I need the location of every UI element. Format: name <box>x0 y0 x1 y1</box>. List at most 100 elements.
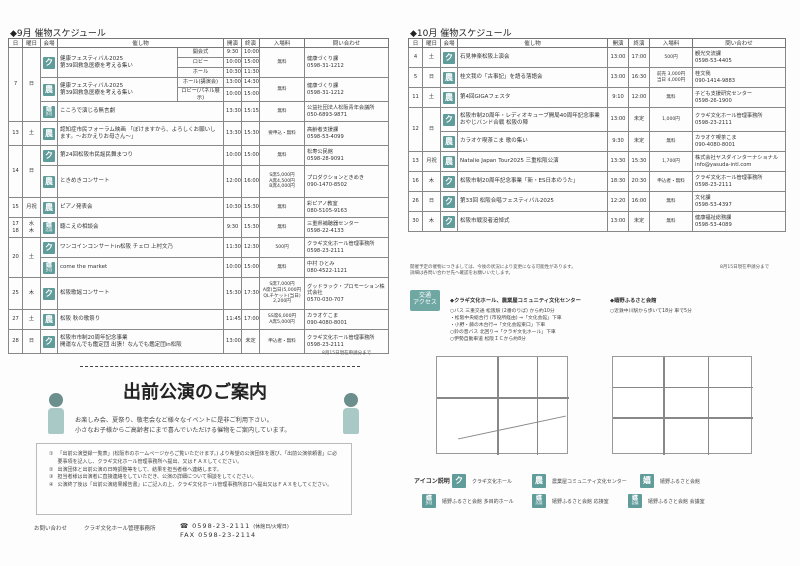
header-dow: 曜日 <box>422 38 441 48</box>
dow-cell: 日 <box>422 191 441 212</box>
part-name: ホール(講演会) <box>176 77 225 88</box>
day-cell: 7 <box>8 47 23 122</box>
contact-cell: 文化課 0598-53-4397 <box>692 191 786 212</box>
event-title: 第33回 松阪合唱フェスティバル2025 <box>456 191 609 212</box>
start-time: 10:00 <box>223 87 243 102</box>
venue-cell: ク <box>440 171 458 192</box>
part-name: ロビー <box>176 57 225 68</box>
legend-label: 嬉野ふるさと会館 会議室 <box>648 498 705 505</box>
contact-cell: 桂文我 090-1414-9883 <box>692 67 786 88</box>
end-time: 20:30 <box>628 171 651 192</box>
header-venue: 会場 <box>440 38 458 48</box>
table-row: 嬉多目 come the market 10:00 15:00 無料 中村 ひとみ 080… <box>9 257 389 278</box>
step-text: 担当者様は出演者に直接連絡をしていただき、公演の詳細について相談をしてください。 <box>57 474 257 481</box>
dow-cell: 日 <box>422 67 441 88</box>
venue-icon-char: 農 <box>45 202 53 212</box>
map-ureshino <box>612 356 753 455</box>
day-cell: 28 <box>8 329 23 354</box>
table-row: 13 土農認知症市民フォーラム映画 「ぼけますから、よろしくお願いします。～おかえ… <box>8 121 389 146</box>
event-title: 聴こえの相談会 <box>56 217 225 238</box>
end-time: 15:00 <box>241 57 261 68</box>
venue-cell: 農 <box>40 197 58 218</box>
end-time: 15:30 <box>628 151 651 172</box>
venue-icon-char: ク <box>445 196 453 206</box>
end-time: 未定 <box>628 107 651 132</box>
venue-icon: ク <box>443 51 455 64</box>
september-title: ◆9月 催物スケジュール <box>10 29 106 39</box>
event-title: 第4回GIGAフェスタ <box>456 87 609 108</box>
event-title: 松阪歌謡コンサート <box>56 277 225 310</box>
day-cell: 13 <box>408 151 423 172</box>
dow-cell: 木 <box>22 277 41 310</box>
day-cell: 14 <box>8 145 23 198</box>
header-event: 催し物 <box>56 38 225 48</box>
day-cell: 16 <box>408 171 423 192</box>
icon-legend-title: アイコン説明 <box>414 478 450 485</box>
venue-cell: 農 <box>440 87 458 108</box>
demae-step: ② 出演団体と出前公演の日時調整等をして、結果を担当者様へ連絡します。 <box>49 467 339 475</box>
legend-label: 嬉野ふるさと会館 <box>660 478 701 485</box>
legend-item: 農 農業屋コミュニティ文化センター <box>532 474 627 488</box>
event-title: 松阪 秋の歌祭り <box>56 309 225 330</box>
step-number: ② <box>49 466 54 473</box>
fee-cell: 無料 <box>259 101 306 122</box>
venue-icon: 農 <box>532 474 546 488</box>
table-row: 11 土農第4回GIGAフェスタ 9:10 12:00 無料 子ども支援研究センター 05… <box>408 87 786 108</box>
end-time: 11:30 <box>241 67 261 78</box>
event-title: 第24回松阪市民謡民舞まつり <box>56 145 225 166</box>
end-time: 12:00 <box>628 87 651 108</box>
table-row: 17 18 水 木嬉応接 聴こえの相談会 9:30 15:30 無料 三重県補聴器センター … <box>8 217 389 238</box>
header-end: 終演 <box>241 38 261 48</box>
fee-cell: 無料 <box>259 47 306 78</box>
venue-icon: ク <box>443 215 455 228</box>
event-title: 健康フェスティバル2025 第39回救急医療を考える集い <box>57 47 178 78</box>
end-time: 10:00 <box>241 47 261 58</box>
fee-cell: 無料 <box>259 145 306 166</box>
event-title: come the market <box>56 257 225 278</box>
day-cell: 15 <box>8 197 23 218</box>
event-title: Natalie Japan Tour2025 三重松阪公演 <box>456 151 609 172</box>
venue-cell: ク <box>40 329 58 354</box>
legend-item: ク クラギ文化ホール <box>452 474 512 488</box>
dow-cell: 日 <box>422 107 441 152</box>
dow-cell: 土 <box>22 121 41 146</box>
fee-cell: 無料 <box>649 211 694 232</box>
header-start: 開演 <box>607 38 630 48</box>
venue-cell: ク <box>440 107 458 132</box>
dow-cell: 日 <box>22 145 41 198</box>
dow-cell: 月祝 <box>422 151 441 172</box>
venue-icon-char: ク <box>45 336 53 346</box>
dow-cell: 土 <box>22 237 41 278</box>
venue-cell: 農 <box>440 67 458 88</box>
contact-cell: カラオケこま 090-4080-8001 <box>304 309 389 330</box>
venue-cell: ク <box>40 277 58 310</box>
event-title: ピアノ発表会 <box>56 197 225 218</box>
table-row: 4 土ク石見神楽松阪上演会 13:00 17:00 500円 観光交流課 0598-53-… <box>408 47 786 68</box>
access-badge: 交通 アクセス <box>410 290 440 311</box>
table-row: 16 木ク松阪市制20周年記念事業「新・ES日本のうた」 18:30 20:30 申込者… <box>408 171 786 192</box>
start-time: 13:30 <box>607 151 630 172</box>
venue-icon-char: 農 <box>445 136 453 146</box>
part-name: ホール <box>176 67 225 78</box>
dow-cell: 日 <box>22 47 41 122</box>
header-start: 開演 <box>223 38 243 48</box>
october-disclaimer: 開催予定の催物につきましては、今後の状況により変更になる可能性があります。 詳細… <box>410 265 576 277</box>
venue-cell: 嬉多目 <box>40 101 58 122</box>
venue-icon: 嬉応接 <box>43 221 55 234</box>
dow-cell: 月祝 <box>22 197 41 218</box>
dow-cell: 木 <box>422 171 441 192</box>
venue-icon-char: 嬉 <box>643 476 651 485</box>
legend-item: 嬉 嬉野ふるさと会館 <box>640 474 700 488</box>
end-time: 15:00 <box>241 87 261 102</box>
venue-cell: ク <box>440 47 458 68</box>
closed-day: (休館日/火曜日) <box>253 524 289 530</box>
header-contact: 問い合わせ <box>692 38 786 48</box>
end-time: 15:15 <box>241 101 261 122</box>
start-time: 13:00 <box>607 67 630 88</box>
demae-intro: お楽しみ会、夏祭り、敬老会など様々なイベントに是非ご利用下さい。 小さなお子様か… <box>75 417 291 434</box>
access-directions-kuragi: ○バス 三重交通 松阪駅 (2番のりば) から約10分 ・松阪中央総合行 (市役… <box>450 309 562 342</box>
venue-icon-char: 農 <box>45 128 53 138</box>
venue-icon-char: ク <box>45 150 53 160</box>
venue-icon: ク <box>43 287 55 300</box>
contact-cell: 松寿公民館 0598-28-9091 <box>304 145 389 166</box>
